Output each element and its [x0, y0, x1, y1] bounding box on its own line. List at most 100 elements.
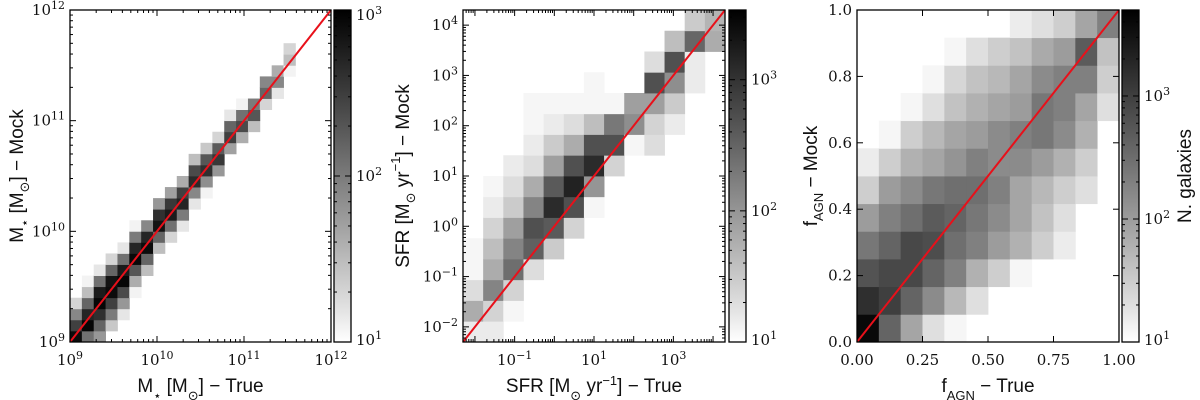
y-tick-label: 102 [432, 114, 458, 135]
histogram-cell [878, 176, 902, 205]
histogram-cell [93, 286, 106, 299]
histogram-cell [483, 196, 504, 218]
histogram-cell [164, 198, 178, 210]
histogram-cell [563, 113, 585, 135]
histogram-cell [129, 242, 142, 254]
histogram-cell [523, 196, 545, 218]
histogram-cell [878, 314, 902, 343]
histogram-cell [1031, 148, 1054, 177]
panel-3: 0.00 0.25 0.50 0.75 1.00 0.0 0.2 0.4 0.6 0.8 1.0 fA… [801, 1, 1196, 400]
histogram-cell [604, 155, 625, 177]
y-tick-label: 0.4 [828, 200, 852, 218]
histogram-cell [857, 176, 880, 205]
histogram-cell [966, 93, 989, 122]
histogram-cell [563, 155, 585, 177]
histogram-cell [604, 134, 625, 156]
y-tick-label: 0.8 [828, 67, 852, 85]
histogram-cell [1009, 148, 1033, 177]
histogram-cell [857, 203, 880, 232]
histogram-cell [1009, 259, 1033, 288]
histogram-cell [224, 142, 237, 155]
histogram-cell [483, 176, 504, 198]
histogram-cell [966, 231, 989, 260]
histogram-cell [944, 231, 967, 260]
histogram-cell [944, 286, 967, 315]
histogram-cell [644, 93, 665, 115]
histogram-cell [117, 253, 130, 265]
histogram-cell [212, 131, 225, 144]
panel-1: 109 1010 1011 1012 109 1010 1011 1012 M⋆ [M⊙] − … [7, 0, 382, 400]
histogram-cell [523, 176, 545, 198]
histogram-cell [212, 153, 225, 166]
histogram-cell [81, 308, 95, 321]
histogram-cell [503, 217, 524, 239]
histogram-cell [1097, 37, 1120, 66]
histogram-cell [200, 142, 213, 155]
histogram-cell [70, 297, 83, 310]
histogram-cell [1053, 231, 1076, 260]
histogram-cell [922, 93, 945, 122]
histogram-cell [188, 164, 201, 177]
histogram-cell [129, 275, 142, 288]
histogram-cell [236, 109, 249, 122]
histogram-cell [624, 93, 645, 115]
y-tick-label: 10−1 [423, 265, 458, 286]
histogram-cell [164, 220, 178, 232]
histogram-cell [543, 176, 565, 198]
histogram-cell [966, 286, 989, 315]
histogram-cell [117, 308, 130, 321]
histogram-cell [236, 120, 249, 133]
x-tick-label: 0.50 [971, 351, 1004, 369]
histogram-cell [93, 264, 106, 276]
histogram-cell [664, 93, 686, 115]
histogram-cell [483, 259, 504, 281]
histogram-cell [81, 275, 95, 288]
histogram-cell [81, 297, 95, 310]
histogram-cell [922, 203, 945, 232]
histogram-cell [1031, 231, 1054, 260]
histogram-cell [129, 286, 142, 299]
histogram-cell [176, 220, 190, 232]
colorbar-label: N. galaxies [1175, 129, 1196, 223]
histogram-cell [664, 51, 686, 73]
histogram-cell [129, 220, 142, 232]
histogram-cell [684, 72, 706, 94]
histogram-cell [153, 231, 166, 243]
histogram-cell [604, 113, 625, 135]
histogram-cell [944, 314, 967, 343]
histogram-cell [944, 148, 967, 177]
histogram-cell [105, 297, 118, 310]
histogram-cell [1031, 37, 1054, 66]
one-to-one-line [856, 9, 1120, 343]
x-tick-label: 101 [581, 349, 607, 370]
histogram-cell [1009, 203, 1033, 232]
histogram-cell [684, 51, 706, 73]
histogram-cell [164, 187, 178, 199]
histogram-cell [1009, 231, 1033, 260]
histogram-cell [224, 120, 237, 133]
histogram-cell [966, 148, 989, 177]
histogram-cell [644, 51, 665, 73]
histogram-cell [283, 54, 296, 66]
histogram-cell [1031, 203, 1054, 232]
histogram-cell [212, 142, 225, 155]
histogram-cell [105, 253, 118, 265]
histogram-cell [988, 37, 1011, 66]
x-tick-label: 0.25 [906, 351, 939, 369]
y-tick-label: 103 [432, 64, 458, 85]
histogram-cell [583, 113, 605, 135]
histogram-cell [483, 217, 504, 239]
histogram-cell [247, 120, 261, 133]
histogram-cell [1009, 37, 1033, 66]
colorbar-tick-label: 103 [751, 68, 777, 89]
x-axis-label: M⋆ [M⊙] − True [137, 376, 263, 400]
histogram-cell [176, 176, 190, 188]
histogram-cell [81, 330, 95, 343]
histogram-cell [988, 176, 1011, 205]
histogram-cell [153, 220, 166, 232]
histogram-cell [604, 93, 625, 115]
histogram-cell [988, 93, 1011, 122]
plot-frame [69, 9, 332, 343]
y-tick-label: 104 [432, 14, 458, 35]
plot-frame [856, 9, 1120, 343]
